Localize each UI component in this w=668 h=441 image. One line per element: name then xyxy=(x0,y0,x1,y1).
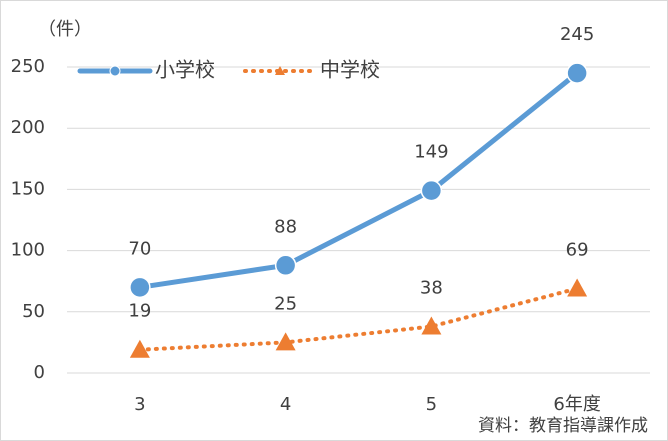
data-label: 19 xyxy=(128,301,151,322)
data-label: 70 xyxy=(128,238,151,259)
series-line xyxy=(137,286,580,352)
unit-label: （件） xyxy=(38,19,92,40)
legend-label: 中学校 xyxy=(320,58,380,82)
series-line xyxy=(137,70,580,290)
point xyxy=(129,339,150,358)
point xyxy=(274,254,297,277)
data-label: 149 xyxy=(414,142,448,163)
y-tick-label: 150 xyxy=(11,178,45,199)
x-tick-label: 5 xyxy=(426,394,437,415)
point xyxy=(567,278,588,297)
data-label: 38 xyxy=(420,277,443,298)
legend-label: 小学校 xyxy=(155,58,215,82)
point xyxy=(566,62,588,84)
y-tick-label: 0 xyxy=(34,362,45,383)
x-tick-label: 6年度 xyxy=(553,394,600,415)
data-label: 245 xyxy=(560,24,594,45)
point xyxy=(275,332,296,351)
point xyxy=(420,179,443,202)
source-note: 資料：教育指導課作成 xyxy=(478,416,648,436)
legend-marker xyxy=(109,65,121,77)
point xyxy=(129,276,151,299)
y-tick-label: 100 xyxy=(11,240,45,261)
x-tick-label: 4 xyxy=(280,394,291,415)
data-label: 69 xyxy=(566,240,589,261)
x-tick-label: 3 xyxy=(134,394,145,415)
data-label: 25 xyxy=(274,293,297,314)
y-tick-label: 250 xyxy=(11,56,45,77)
data-label: 88 xyxy=(274,216,297,237)
y-tick-label: 200 xyxy=(11,117,45,138)
point xyxy=(421,316,442,335)
legend-marker xyxy=(275,66,285,75)
y-tick-label: 50 xyxy=(22,301,45,322)
